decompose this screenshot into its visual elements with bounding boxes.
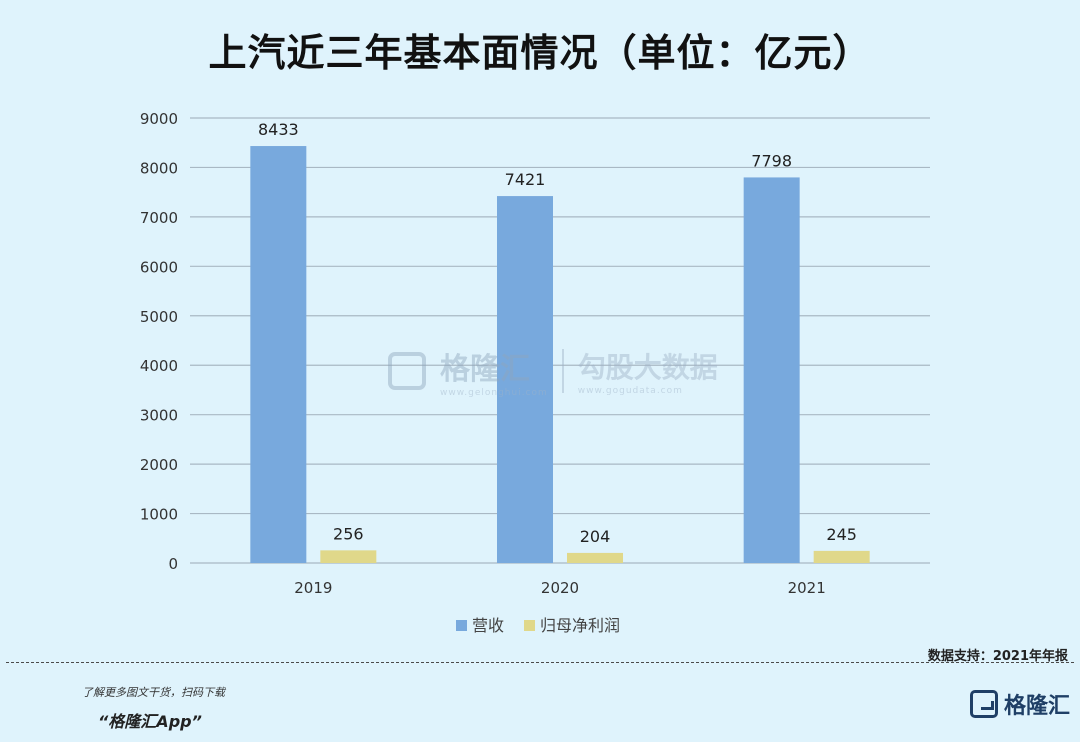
data-source: 数据支持：2021年年报 bbox=[927, 649, 1068, 664]
brand-logo: 格隆汇 bbox=[969, 688, 1070, 720]
bar-revenue bbox=[497, 196, 553, 563]
grid-lines bbox=[190, 117, 930, 564]
x-tick-label: 2021 bbox=[788, 579, 826, 597]
y-tick-label: 6000 bbox=[140, 258, 178, 276]
bar-profit bbox=[813, 550, 870, 563]
y-tick-label: 0 bbox=[168, 555, 178, 573]
y-tick-label: 9000 bbox=[140, 110, 178, 128]
y-tick-label: 4000 bbox=[140, 357, 178, 375]
logo-text: 格隆汇 bbox=[1003, 694, 1070, 719]
x-tick-labels: 2019 2020 2021 bbox=[294, 579, 826, 597]
promo-text: 了解更多图文干货，扫码下载 bbox=[82, 686, 225, 699]
watermark-sub-url: www.gogudata.com bbox=[577, 386, 683, 396]
data-label: 7421 bbox=[505, 170, 546, 189]
watermark-brand-url: www.gelonghui.com bbox=[440, 388, 548, 398]
dashed-divider bbox=[6, 662, 1074, 663]
y-tick-label: 5000 bbox=[140, 308, 178, 326]
legend-label: 营收 bbox=[472, 616, 504, 635]
chart-title: 上汽近三年基本面情况（单位：亿元） bbox=[208, 31, 872, 75]
bar-profit bbox=[567, 552, 623, 563]
data-label: 256 bbox=[333, 524, 364, 543]
watermark-sub: 勾股大数据 bbox=[577, 351, 718, 384]
y-tick-label: 1000 bbox=[140, 506, 178, 524]
y-tick-label: 3000 bbox=[140, 407, 178, 425]
y-tick-label: 7000 bbox=[140, 209, 178, 227]
watermark-logo-icon bbox=[388, 352, 426, 390]
watermark: 格隆汇 www.gelonghui.com 勾股大数据 www.gogudata… bbox=[388, 344, 718, 398]
legend-swatch bbox=[456, 620, 467, 631]
bar-revenue bbox=[743, 177, 800, 563]
watermark-separator bbox=[561, 349, 564, 393]
data-labels: 8433 256 7421 204 7798 245 bbox=[258, 120, 857, 546]
logo-icon bbox=[969, 690, 998, 718]
watermark-brand: 格隆汇 bbox=[440, 352, 530, 387]
legend-label: 归母净利润 bbox=[540, 616, 620, 635]
data-label: 245 bbox=[826, 525, 857, 544]
y-tick-labels: 0 1000 2000 3000 4000 5000 6000 7000 8000 9000 bbox=[140, 110, 178, 573]
bar-chart: 0 1000 2000 3000 4000 5000 6000 7000 8000 9000 84… bbox=[140, 110, 930, 635]
x-tick-label: 2020 bbox=[541, 579, 579, 597]
app-name: “格隆汇App” bbox=[98, 712, 202, 731]
y-tick-label: 2000 bbox=[140, 456, 178, 474]
bars bbox=[250, 146, 870, 563]
data-label: 7798 bbox=[751, 151, 792, 170]
x-tick-label: 2019 bbox=[294, 579, 332, 597]
bar-revenue bbox=[250, 146, 307, 563]
data-label: 8433 bbox=[258, 120, 299, 139]
legend-swatch bbox=[524, 620, 535, 631]
bar-profit bbox=[320, 550, 377, 563]
y-tick-label: 8000 bbox=[140, 159, 178, 177]
legend: 营收 归母净利润 bbox=[456, 616, 620, 635]
data-label: 204 bbox=[580, 527, 611, 546]
